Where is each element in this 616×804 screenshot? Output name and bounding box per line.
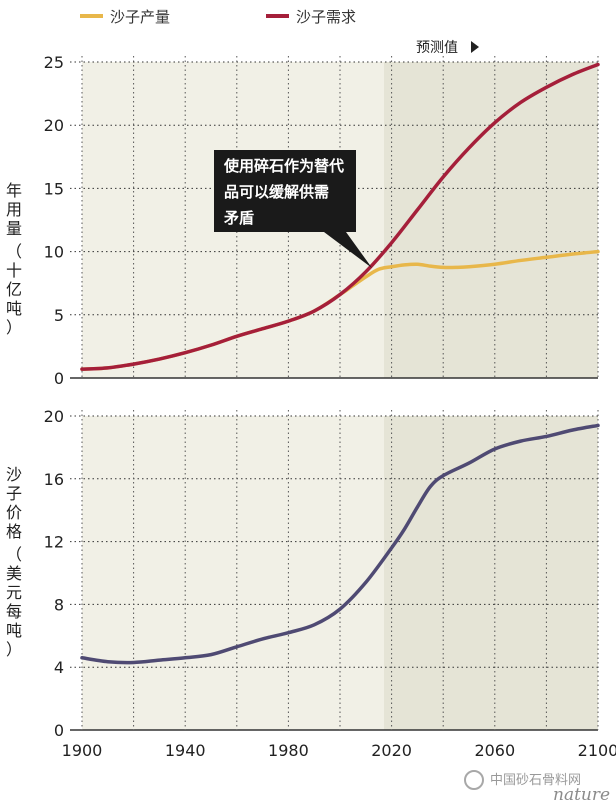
sand-price-panel: 0 4 8 12 16 20 1900 1940 1980 2020 2060 2100 xyxy=(44,407,616,760)
y-tick-label: 20 xyxy=(44,407,64,426)
legend-label-production: 沙子产量 xyxy=(110,8,170,26)
history-region xyxy=(82,416,384,730)
y-axis-label-char: （ xyxy=(6,545,22,564)
watermark-brand: 中国砂石骨料网 xyxy=(490,773,581,788)
x-tick-label: 2100 xyxy=(578,741,616,760)
x-tick-label: 2020 xyxy=(371,741,412,760)
x-tick-label: 1980 xyxy=(268,741,309,760)
watermark-logo-icon xyxy=(464,770,484,790)
y-axis-label-char: 吨 xyxy=(6,299,22,318)
y-axis-label-char: 格 xyxy=(6,522,22,541)
y-axis-label-char: 元 xyxy=(6,583,22,602)
projection-region xyxy=(383,416,598,730)
series-line-annual-use-1 xyxy=(80,62,600,371)
y-axis-label-char: 子 xyxy=(6,484,22,503)
series-line-price-0 xyxy=(80,423,600,665)
y-axis-label-char: 量 xyxy=(6,219,22,238)
y-tick-label: 0 xyxy=(54,721,64,740)
y-axis-label-char: 亿 xyxy=(6,280,22,299)
y-axis-label-char: 美 xyxy=(6,564,22,583)
y-tick-label: 15 xyxy=(44,179,64,198)
y-axis-label-char: 年 xyxy=(6,181,22,200)
y-tick-label: 8 xyxy=(54,595,64,614)
legend: 沙子产量 沙子需求 xyxy=(80,8,356,26)
callout-line-1: 使用碎石作为替代 xyxy=(223,157,344,175)
y-tick-label: 0 xyxy=(54,369,64,388)
y-axis-label-char: 每 xyxy=(6,602,22,621)
y-axis-label-char: （ xyxy=(6,242,22,261)
x-tick-label: 1940 xyxy=(165,741,206,760)
y-axis-label-char: 吨 xyxy=(6,621,22,640)
y-axis-label-char: 价 xyxy=(6,503,22,522)
callout-line-3: 矛盾 xyxy=(223,209,254,227)
y-axis-label-char: 十 xyxy=(6,261,22,280)
y-axis-label-annual-use: 年用量 （十亿吨） xyxy=(6,181,22,337)
watermark-source: nature xyxy=(553,785,610,804)
y-axis-label-char: 用 xyxy=(6,200,22,219)
x-tick-label: 1900 xyxy=(62,741,103,760)
y-tick-label: 10 xyxy=(44,243,64,262)
y-axis-label-char: ） xyxy=(6,318,22,337)
y-axis-label-char: ） xyxy=(6,640,22,659)
x-tick-label: 2060 xyxy=(474,741,515,760)
y-tick-label: 12 xyxy=(44,533,64,552)
callout-line-2: 品可以缓解供需 xyxy=(224,183,329,201)
legend-label-demand: 沙子需求 xyxy=(296,8,356,26)
callout-box xyxy=(214,150,372,268)
y-tick-label: 20 xyxy=(44,116,64,135)
watermark: 中国砂石骨料网 nature xyxy=(464,770,610,804)
y-axis-label-char: 沙 xyxy=(6,465,22,484)
projection-label: 预测值 xyxy=(416,40,458,56)
y-tick-label: 16 xyxy=(44,470,64,489)
y-tick-label: 4 xyxy=(54,658,64,677)
y-tick-label: 5 xyxy=(54,306,64,325)
callout: 使用碎石作为替代 品可以缓解供需 矛盾 xyxy=(214,150,372,268)
projection-region xyxy=(383,62,598,378)
projection-arrow-icon xyxy=(471,41,479,53)
y-tick-label: 25 xyxy=(44,53,64,72)
